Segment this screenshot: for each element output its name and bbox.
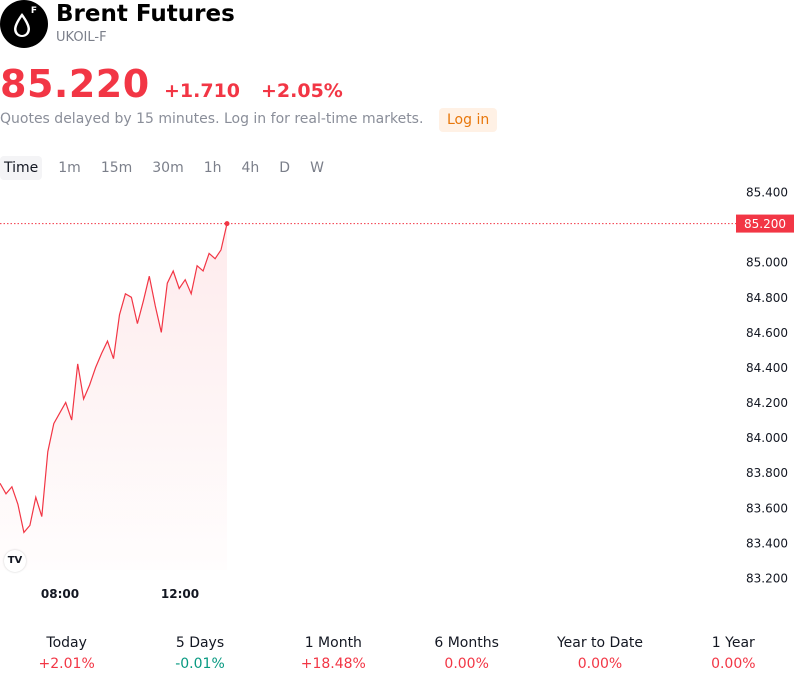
period-change: 0.00% [444, 656, 489, 672]
period-change: 0.00% [711, 656, 756, 672]
x-axis-tick-label: 08:00 [41, 587, 79, 601]
performance-periods: Today +2.01% 5 Days -0.01% 1 Month +18.48% 6 M… [0, 632, 800, 674]
price-line [0, 223, 228, 534]
interval-tab-d[interactable]: D [279, 160, 291, 176]
period-1-month[interactable]: 1 Month +18.48% [267, 632, 400, 674]
tradingview-logo-icon[interactable]: TV [4, 550, 26, 572]
period-change: -0.01% [175, 656, 225, 672]
price-area-fill [0, 223, 227, 570]
interval-tab-30m[interactable]: 30m [152, 160, 184, 176]
period-label: Year to Date [556, 635, 643, 651]
delay-notice: Quotes delayed by 15 minutes. Log in for… [0, 111, 424, 127]
price-chart[interactable]: 85.400 85.200 85.000 84.800 84.600 84.400 84.2… [0, 180, 800, 610]
y-axis-tick-label: 83.200 [746, 572, 788, 586]
instrument-ticker: UKOIL-F [56, 30, 107, 45]
period-label: Today [46, 635, 87, 651]
y-axis-tick-label: 84.000 [746, 431, 788, 445]
interval-tab-15m[interactable]: 15m [100, 160, 133, 176]
price-change: +1.710 [164, 80, 241, 102]
y-axis-tick-label: 84.200 [746, 396, 788, 410]
interval-tab-time[interactable]: Time [0, 156, 43, 180]
last-price-label: 85.200 [744, 217, 786, 231]
period-label: 1 Month [304, 635, 362, 651]
price-change-percent: +2.05% [261, 80, 343, 102]
interval-tab-4h[interactable]: 4h [241, 160, 260, 176]
instrument-logo: F [0, 0, 48, 48]
y-axis-tick-label: 84.600 [746, 326, 788, 340]
period-5-days[interactable]: 5 Days -0.01% [133, 632, 266, 674]
period-change: +18.48% [300, 656, 366, 672]
login-button[interactable]: Log in [439, 108, 498, 132]
y-axis-tick-label: 83.400 [746, 536, 788, 550]
instrument-title: Brent Futures [56, 1, 235, 27]
interval-tab-1m[interactable]: 1m [58, 160, 81, 176]
last-price: 85.220 [0, 62, 150, 106]
y-axis-tick-label: 83.600 [746, 501, 788, 515]
y-axis-tick-label: 84.800 [746, 291, 788, 305]
period-label: 1 Year [711, 635, 755, 651]
period-1-year[interactable]: 1 Year 0.00% [667, 632, 800, 674]
interval-tab-w[interactable]: W [310, 160, 324, 176]
interval-tabs: Time 1m 15m 30m 1h 4h D W [0, 156, 340, 180]
period-year-to-date[interactable]: Year to Date 0.00% [533, 632, 666, 674]
last-price-dot [224, 221, 230, 227]
period-label: 5 Days [175, 635, 225, 651]
interval-tab-1h[interactable]: 1h [203, 160, 222, 176]
y-axis-tick-label: 85.400 [746, 186, 788, 200]
y-axis-tick-label: 85.000 [746, 256, 788, 270]
x-axis-tick-label: 12:00 [161, 587, 199, 601]
last-price-label-box [736, 214, 794, 233]
period-label: 6 Months [434, 635, 499, 651]
futures-badge: F [27, 4, 41, 18]
period-change: 0.00% [577, 656, 623, 672]
oil-drop-icon [14, 13, 30, 37]
y-axis-tick-label: 84.400 [746, 361, 788, 375]
period-change: +2.01% [38, 656, 95, 672]
period-today[interactable]: Today +2.01% [0, 632, 133, 674]
period-6-months[interactable]: 6 Months 0.00% [400, 632, 533, 674]
y-axis-tick-label: 83.800 [746, 466, 788, 480]
